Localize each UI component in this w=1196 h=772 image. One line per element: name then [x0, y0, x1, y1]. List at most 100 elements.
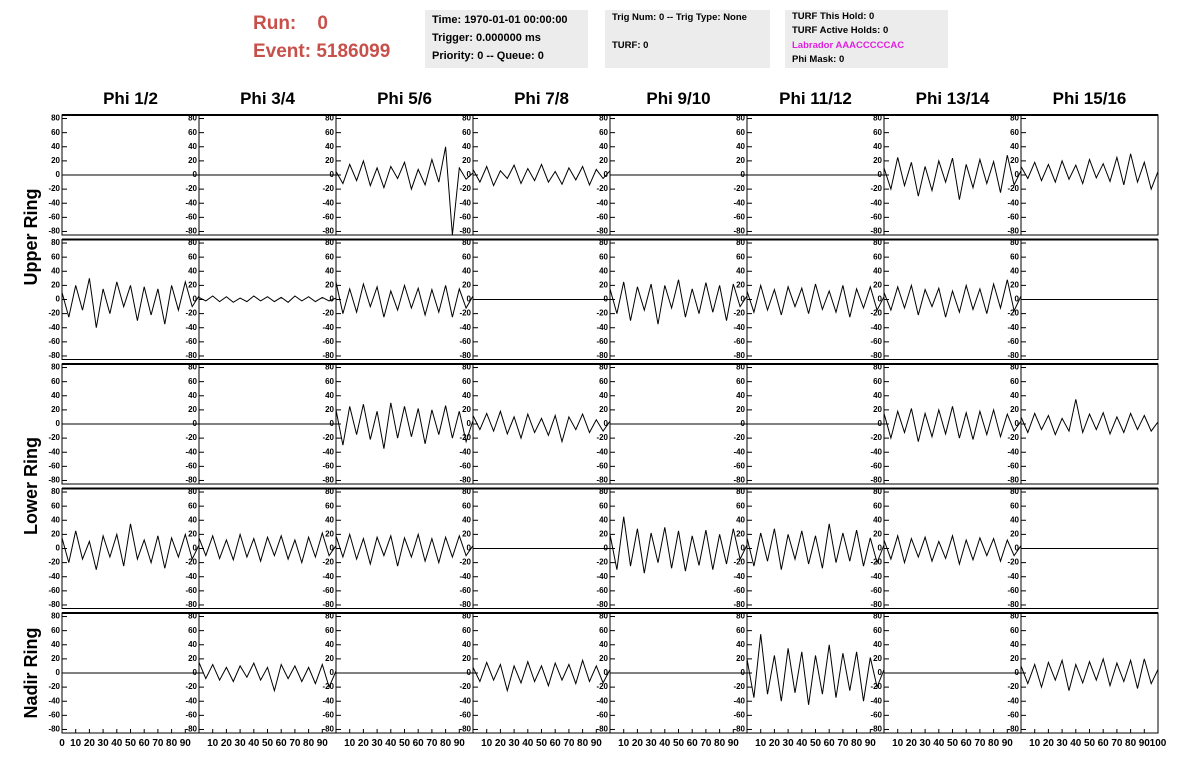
y-tick-label: -60 [870, 586, 882, 595]
x-tick-label: 70 [563, 738, 575, 749]
y-tick-label: -40 [322, 572, 334, 581]
y-tick-label: 60 [1010, 377, 1019, 386]
waveform [746, 283, 885, 318]
y-tick-label: 60 [736, 377, 745, 386]
y-tick-label: -60 [185, 212, 197, 221]
y-tick-label: -40 [596, 323, 608, 332]
y-tick-label: -60 [185, 586, 197, 595]
y-tick-label: 40 [325, 640, 334, 649]
y-tick-label: -20 [322, 682, 334, 691]
y-tick-label: 40 [599, 515, 608, 524]
y-tick-label: -40 [596, 447, 608, 456]
y-tick-label: 80 [188, 363, 197, 372]
y-tick-label: 60 [325, 377, 334, 386]
y-tick-label: 60 [599, 252, 608, 261]
panel-frame [609, 239, 748, 360]
y-tick-label: -20 [459, 184, 471, 193]
x-tick-label: 10 [70, 738, 82, 749]
y-tick-label: 20 [873, 654, 882, 663]
y-tick-label: -20 [185, 558, 197, 567]
y-tick-label: 20 [462, 156, 471, 165]
x-tick-label: 90 [1002, 738, 1014, 749]
y-tick-label: 60 [873, 252, 882, 261]
x-tick-label: 30 [235, 738, 247, 749]
x-tick-label: 40 [111, 738, 123, 749]
y-tick-label: -20 [322, 184, 334, 193]
y-tick-label: 20 [188, 405, 197, 414]
y-tick-label: -80 [596, 476, 608, 485]
y-tick-label: 40 [51, 142, 60, 151]
y-tick-label: 0 [56, 170, 61, 179]
y-tick-label: -60 [185, 461, 197, 470]
y-tick-label: 40 [325, 142, 334, 151]
waveform [198, 661, 337, 693]
y-tick-label: 20 [1010, 156, 1019, 165]
y-tick-label: -40 [48, 198, 60, 207]
y-tick-label: -20 [322, 309, 334, 318]
y-tick-label: 80 [462, 487, 471, 496]
x-tick-label: 20 [1043, 738, 1055, 749]
x-tick-label: 80 [303, 738, 315, 749]
x-tick-label: 60 [550, 738, 562, 749]
y-tick-label: -80 [870, 725, 882, 734]
y-tick-label: -60 [870, 212, 882, 221]
y-tick-label: -60 [322, 337, 334, 346]
column-label: Phi 9/10 [646, 89, 710, 108]
y-tick-label: 80 [325, 363, 334, 372]
y-tick-label: 20 [462, 529, 471, 538]
y-tick-label: -40 [870, 447, 882, 456]
y-tick-label: -80 [596, 600, 608, 609]
y-tick-label: 40 [1010, 640, 1019, 649]
y-tick-label: 60 [1010, 501, 1019, 510]
y-tick-label: 20 [873, 280, 882, 289]
y-tick-label: 20 [51, 280, 60, 289]
waveform [335, 146, 474, 236]
y-tick-label: 20 [462, 654, 471, 663]
y-tick-label: -60 [733, 212, 745, 221]
y-tick-label: -40 [48, 696, 60, 705]
y-tick-label: 80 [51, 612, 60, 621]
y-tick-label: 60 [51, 377, 60, 386]
y-tick-label: -80 [1007, 725, 1019, 734]
y-tick-label: 20 [736, 280, 745, 289]
panel-frame [472, 114, 611, 236]
y-tick-label: 0 [467, 668, 472, 677]
y-tick-label: 80 [873, 114, 882, 123]
y-tick-label: 80 [873, 612, 882, 621]
y-tick-label: -80 [733, 725, 745, 734]
y-tick-label: 20 [325, 156, 334, 165]
y-tick-label: 60 [736, 501, 745, 510]
y-tick-label: -80 [870, 351, 882, 360]
panel-frame [746, 612, 885, 734]
info-text: TURF: 0 [612, 40, 648, 51]
panel-frame [61, 488, 200, 609]
y-tick-label: 40 [873, 266, 882, 275]
y-tick-label: 0 [193, 295, 198, 304]
x-tick-label: 30 [646, 738, 658, 749]
y-tick-label: -40 [322, 323, 334, 332]
y-tick-label: 60 [325, 626, 334, 635]
y-tick-label: -20 [596, 433, 608, 442]
waveform [1020, 153, 1159, 191]
y-tick-label: -80 [596, 725, 608, 734]
x-tick-label: 50 [947, 738, 959, 749]
y-tick-label: 60 [599, 626, 608, 635]
x-tick-label: 70 [152, 738, 164, 749]
panel-frame [335, 363, 474, 485]
y-tick-label: 40 [736, 266, 745, 275]
y-tick-label: -60 [870, 710, 882, 719]
y-tick-label: 40 [462, 142, 471, 151]
y-tick-label: 40 [188, 142, 197, 151]
y-tick-label: -80 [185, 600, 197, 609]
panel-frame [198, 239, 337, 360]
y-tick-label: 40 [188, 266, 197, 275]
x-tick-label: 10 [618, 738, 630, 749]
x-tick-label: 10 [892, 738, 904, 749]
info-text: Trig Num: 0 -- Trig Type: None [612, 12, 747, 23]
y-tick-label: -40 [48, 447, 60, 456]
waveform [1020, 399, 1159, 436]
y-tick-label: -60 [48, 461, 60, 470]
y-tick-label: 80 [599, 363, 608, 372]
y-tick-label: 80 [462, 612, 471, 621]
x-tick-label: 20 [495, 738, 507, 749]
